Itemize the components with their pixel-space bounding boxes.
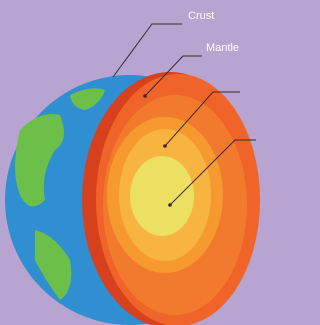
leader-dot	[163, 144, 167, 148]
earth-layers-diagram: Crust Mantle	[0, 0, 260, 325]
page: {"labels": {"crust": "Crust", "mantle": …	[0, 0, 260, 325]
inner-core	[130, 156, 194, 236]
leader-dot	[168, 203, 172, 207]
leader-dot	[143, 94, 147, 98]
mantle-label: Mantle	[206, 42, 239, 54]
crust-label: Crust	[188, 10, 214, 22]
